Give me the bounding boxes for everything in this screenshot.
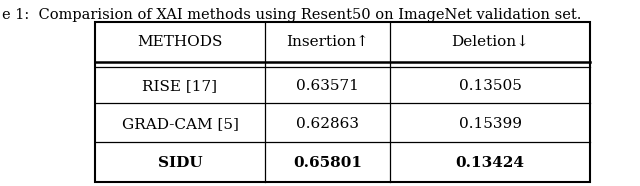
Text: RISE [17]: RISE [17] xyxy=(143,79,218,93)
Text: Insertion↑: Insertion↑ xyxy=(286,35,369,49)
Text: e 1:  Comparision of XAI methods using Resent50 on ImageNet validation set.: e 1: Comparision of XAI methods using Re… xyxy=(2,8,581,22)
Text: 0.63571: 0.63571 xyxy=(296,79,359,93)
Text: SIDU: SIDU xyxy=(157,156,202,170)
Text: 0.62863: 0.62863 xyxy=(296,118,359,132)
Bar xyxy=(95,22,590,182)
Text: Deletion↓: Deletion↓ xyxy=(451,35,529,49)
Text: METHODS: METHODS xyxy=(138,35,223,49)
Text: 0.13505: 0.13505 xyxy=(459,79,522,93)
Text: 0.13424: 0.13424 xyxy=(456,156,525,170)
Text: 0.65801: 0.65801 xyxy=(293,156,362,170)
Text: 0.15399: 0.15399 xyxy=(458,118,522,132)
Text: GRAD-CAM [5]: GRAD-CAM [5] xyxy=(122,118,239,132)
